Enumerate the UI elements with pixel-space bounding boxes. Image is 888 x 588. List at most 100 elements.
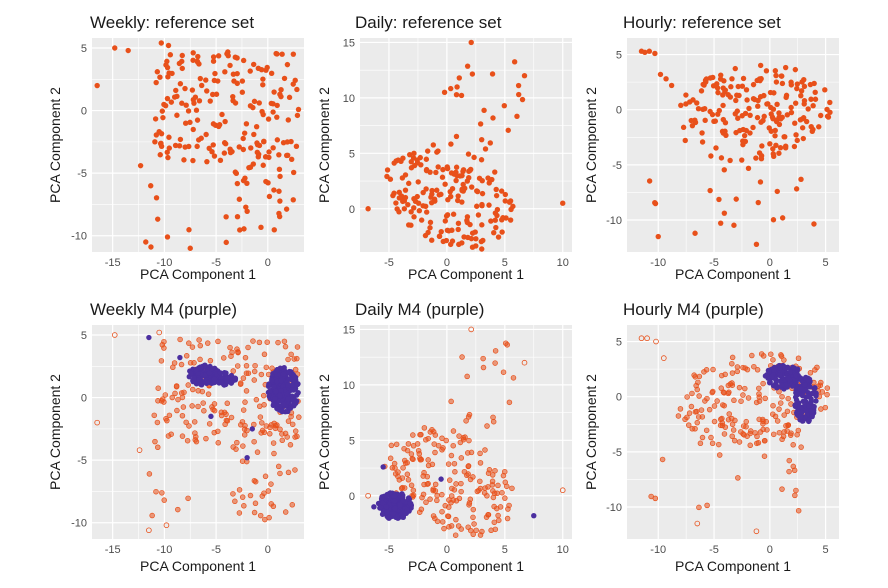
data-point — [259, 493, 266, 499]
data-point — [795, 366, 801, 372]
data-point — [199, 82, 205, 89]
data-point — [210, 142, 216, 148]
data-point — [288, 413, 294, 420]
data-point — [391, 498, 398, 504]
data-point — [417, 431, 423, 438]
data-point — [247, 164, 254, 170]
data-point — [711, 418, 718, 425]
data-point — [795, 507, 802, 514]
data-point — [663, 76, 669, 82]
data-point — [449, 227, 455, 233]
data-point — [697, 440, 704, 447]
data-point — [795, 427, 802, 434]
data-point — [453, 164, 460, 170]
data-point — [210, 406, 216, 413]
data-point — [508, 206, 514, 213]
data-point — [766, 368, 772, 375]
data-point — [402, 187, 409, 193]
data-point — [439, 508, 445, 515]
data-point — [748, 428, 754, 434]
data-point — [185, 495, 191, 502]
data-point — [94, 82, 100, 89]
y-tick-label: -10 — [71, 231, 87, 243]
data-point — [221, 150, 228, 156]
data-point — [798, 413, 804, 420]
data-point — [727, 381, 734, 387]
data-point — [490, 418, 497, 425]
data-point — [460, 181, 466, 188]
data-point — [505, 127, 511, 133]
data-point — [288, 351, 294, 358]
data-point — [755, 440, 762, 446]
data-point — [274, 137, 281, 143]
data-point — [770, 115, 776, 122]
data-point — [183, 102, 189, 108]
data-point — [492, 526, 499, 533]
data-point — [192, 94, 199, 100]
data-point — [168, 431, 174, 437]
data-point — [281, 75, 288, 82]
data-point — [252, 478, 259, 485]
data-point — [183, 353, 190, 359]
data-point — [277, 392, 283, 399]
data-point — [783, 423, 789, 429]
data-point — [240, 57, 247, 64]
data-point — [793, 186, 800, 192]
data-point — [232, 498, 238, 505]
data-point — [734, 364, 741, 370]
data-point — [223, 411, 229, 417]
data-point — [758, 153, 765, 159]
data-point — [261, 138, 267, 145]
data-point — [162, 392, 169, 398]
data-point — [444, 227, 451, 233]
data-point — [687, 99, 693, 105]
data-point — [266, 381, 272, 387]
data-point — [739, 113, 745, 119]
data-point — [243, 121, 250, 127]
data-point — [240, 407, 247, 413]
data-point — [729, 421, 736, 428]
data-point — [806, 417, 812, 424]
data-point — [430, 513, 437, 519]
data-point — [449, 238, 456, 244]
data-point — [396, 189, 402, 196]
data-point — [738, 398, 744, 404]
data-point — [262, 473, 269, 480]
data-point — [406, 180, 412, 187]
data-point — [240, 146, 247, 153]
data-point — [175, 396, 181, 403]
data-point — [716, 196, 722, 203]
data-point — [774, 418, 781, 424]
data-point — [689, 390, 695, 397]
data-point — [205, 391, 212, 397]
data-point — [387, 176, 394, 182]
data-point — [492, 217, 498, 223]
data-point — [211, 429, 218, 436]
data-point — [250, 61, 257, 68]
data-point — [227, 344, 233, 351]
data-point — [773, 79, 780, 85]
x-tick-label: -15 — [105, 257, 121, 269]
data-point — [757, 179, 764, 185]
data-point — [365, 492, 371, 499]
data-point — [410, 456, 416, 463]
data-point — [492, 467, 498, 474]
data-point — [279, 408, 285, 415]
data-point — [257, 512, 264, 519]
data-point — [708, 434, 714, 441]
data-point — [211, 153, 218, 159]
data-point — [735, 115, 741, 121]
data-point — [241, 130, 248, 136]
data-point — [718, 416, 724, 423]
data-point — [215, 338, 221, 345]
data-point — [395, 469, 401, 475]
data-point — [281, 338, 288, 345]
data-point — [493, 192, 500, 199]
data-point — [744, 366, 751, 373]
data-point — [232, 375, 239, 382]
data-point — [731, 222, 737, 228]
data-point — [707, 108, 713, 115]
data-point — [179, 100, 185, 106]
x-tick-label: 5 — [823, 544, 829, 556]
data-point — [190, 57, 196, 63]
